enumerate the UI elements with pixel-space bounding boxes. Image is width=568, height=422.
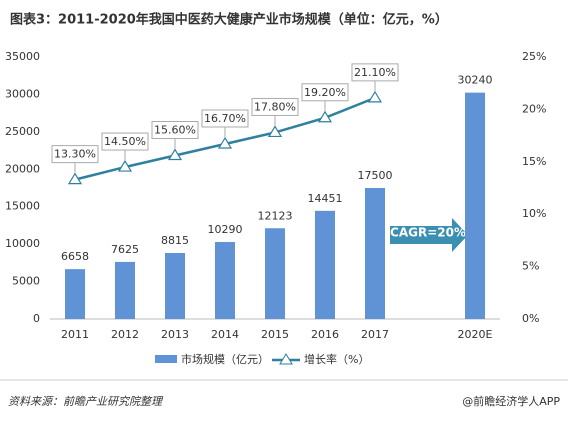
bar (65, 269, 85, 319)
x-tick-label: 2015 (261, 328, 289, 341)
line-marker (267, 125, 283, 138)
line-marker (367, 90, 383, 103)
y2-tick-label: 0% (522, 312, 539, 325)
line-marker (67, 172, 83, 185)
bar (265, 228, 285, 319)
y-tick-label: 30000 (5, 87, 40, 100)
bar (315, 210, 335, 319)
x-tick-label: 2016 (311, 328, 339, 341)
source: 资料来源：前瞻产业研究院整理 (8, 395, 164, 408)
legend-swatch (279, 353, 293, 365)
y2-tick-label: 10% (522, 207, 546, 220)
legend-label: 市场规模（亿元） (181, 352, 269, 366)
bar-label: 7625 (111, 243, 139, 256)
y2-tick-label: 5% (522, 260, 539, 273)
y-tick-label: 25000 (5, 125, 40, 138)
bar (115, 261, 135, 319)
bar-label: 6658 (61, 250, 89, 263)
x-tick-label: 2020E (458, 328, 493, 341)
y2-tick-label: 25% (522, 50, 546, 63)
legend-label: 增长率（%） (304, 352, 369, 366)
bar-label: 12123 (258, 209, 293, 222)
credit: @前瞻经济学人APP (462, 394, 560, 408)
line-marker (317, 110, 333, 123)
line-marker (167, 148, 183, 161)
line-label: 14.50% (104, 135, 146, 148)
y-tick-label: 0 (33, 312, 40, 325)
bar-label: 10290 (208, 223, 243, 236)
line-label: 17.80% (254, 100, 296, 113)
bar (465, 92, 485, 319)
bar (165, 253, 185, 319)
chart-title: 图表3：2011-2020年我国中医药大健康产业市场规模（单位：亿元，%） (10, 12, 448, 28)
line-label: 15.60% (154, 124, 196, 137)
x-tick-label: 2012 (111, 328, 139, 341)
line-label: 13.30% (54, 148, 96, 161)
bar-label: 14451 (308, 192, 343, 205)
annotation: CAGR=20% (390, 226, 466, 240)
y2-tick-label: 15% (522, 155, 546, 168)
line-marker (117, 159, 133, 172)
x-tick-label: 2011 (61, 328, 89, 341)
bar-label: 8815 (161, 234, 189, 247)
line-label: 21.10% (354, 66, 396, 79)
legend-swatch (155, 355, 177, 363)
x-tick-label: 2014 (211, 328, 239, 341)
bar (365, 188, 385, 319)
y-tick-label: 15000 (5, 200, 40, 213)
bar (215, 241, 235, 319)
line-marker (217, 136, 233, 149)
line-label: 19.20% (304, 86, 346, 99)
y2-tick-label: 20% (522, 102, 546, 115)
bar-label: 17500 (358, 169, 393, 182)
bar-label: 30240 (458, 74, 493, 87)
line-label: 16.70% (204, 112, 246, 125)
y-tick-label: 5000 (12, 275, 40, 288)
y-tick-label: 10000 (5, 237, 40, 250)
y-tick-label: 20000 (5, 162, 40, 175)
cagr-arrow (390, 218, 468, 252)
y-tick-label: 35000 (5, 50, 40, 63)
x-tick-label: 2013 (161, 328, 189, 341)
x-tick-label: 2017 (361, 328, 389, 341)
